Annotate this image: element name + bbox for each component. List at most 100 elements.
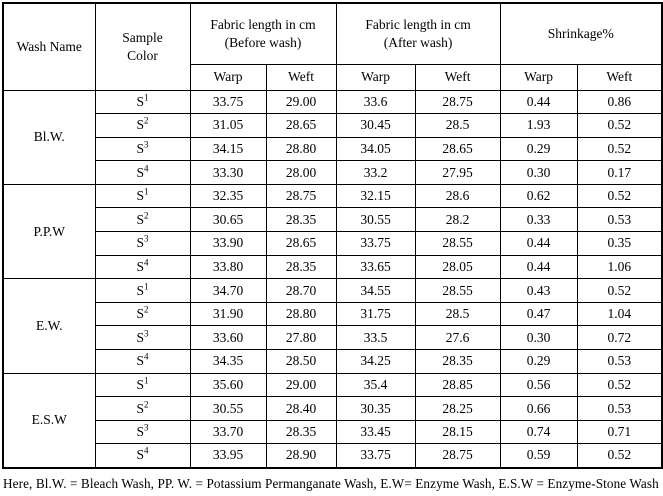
before-warp-cell: 33.75 — [189, 89, 267, 115]
table-row: S2 30.65 28.35 30.55 28.2 0.33 0.53 — [3, 207, 663, 233]
before-weft-cell: 28.35 — [265, 207, 337, 233]
after-warp-cell: 33.75 — [335, 443, 416, 468]
wash-name-cell: P.P.W — [2, 183, 96, 280]
sample-superscript: 2 — [144, 115, 149, 126]
after-warp-cell: 30.45 — [335, 113, 416, 138]
after-warp-cell: 34.25 — [335, 349, 416, 374]
fabric-shrinkage-table: Wash Name Sample Color Fabric length in … — [2, 2, 663, 469]
sample-prefix: S — [136, 117, 144, 133]
before-weft-cell: 28.65 — [265, 113, 337, 138]
before-warp-cell: 31.90 — [189, 301, 267, 327]
shrink-weft-cell: 0.53 — [576, 349, 663, 374]
table-row: S2 31.90 28.80 31.75 28.5 0.47 1.04 — [3, 301, 663, 327]
shrink-weft-cell: 0.52 — [576, 372, 663, 398]
before-warp-cell: 32.35 — [189, 183, 267, 209]
before-warp-cell: 33.60 — [189, 325, 267, 351]
sample-superscript: 4 — [144, 257, 149, 268]
shrink-weft-cell: 0.86 — [576, 89, 663, 115]
shrink-warp-cell: 0.44 — [499, 89, 578, 115]
before-warp-cell: 35.60 — [189, 372, 267, 398]
table-row: S4 33.80 28.35 33.65 28.05 0.44 1.06 — [3, 254, 663, 280]
header-after-weft: Weft — [414, 63, 501, 91]
wash-name-cell: E.W. — [2, 278, 96, 374]
sample-superscript: 1 — [144, 186, 149, 197]
before-weft-cell: 29.00 — [265, 372, 337, 398]
table-row: S3 33.70 28.35 33.45 28.15 0.74 0.71 — [3, 419, 663, 445]
shrink-warp-cell: 0.29 — [499, 349, 578, 374]
shrink-weft-cell: 0.17 — [576, 160, 663, 185]
before-weft-cell: 28.35 — [265, 254, 337, 280]
table-header: Wash Name Sample Color Fabric length in … — [2, 2, 663, 91]
sample-prefix: S — [136, 140, 144, 156]
after-weft-cell: 28.2 — [414, 207, 501, 233]
sample-superscript: 3 — [144, 233, 149, 244]
shrink-warp-cell: 0.62 — [499, 183, 578, 209]
sample-superscript: 3 — [144, 139, 149, 150]
table-row: Bl.W. S1 33.75 29.00 33.6 28.75 0.44 0.8… — [2, 89, 663, 185]
sample-cell: S1 — [94, 372, 191, 398]
shrink-weft-cell: 0.53 — [576, 396, 663, 421]
shrink-weft-cell: 0.52 — [576, 136, 663, 162]
abbreviation-note: Here, Bl.W. = Bleach Wash, PP. W. = Pota… — [3, 475, 659, 491]
table-row: S4 33.30 28.00 33.2 27.95 0.30 0.17 — [3, 160, 663, 185]
sample-prefix: S — [136, 258, 144, 274]
shrink-weft-cell: 0.35 — [576, 231, 663, 256]
sample-prefix: S — [136, 282, 144, 298]
sample-cell: S3 — [94, 325, 191, 351]
sample-cell: S1 — [94, 89, 191, 115]
sample-superscript: 4 — [144, 163, 149, 174]
table-row: E.W. S1 34.70 28.70 34.55 28.55 0.43 0.5… — [2, 278, 663, 374]
before-warp-cell: 30.55 — [189, 396, 267, 421]
header-row-sub: Warp Weft Warp Weft Warp Weft — [3, 63, 663, 91]
shrink-warp-cell: 0.66 — [499, 396, 578, 421]
shrink-warp-cell: 0.30 — [499, 160, 578, 185]
after-warp-cell: 32.15 — [335, 183, 416, 209]
before-warp-cell: 31.05 — [189, 113, 267, 138]
header-before-wash: Fabric length in cm (Before wash) — [189, 2, 337, 65]
header-shrink-weft: Weft — [576, 63, 663, 91]
shrink-weft-cell: 0.71 — [576, 419, 663, 445]
shrink-weft-cell: 0.52 — [576, 278, 663, 303]
sample-cell: S4 — [94, 349, 191, 374]
after-weft-cell: 28.75 — [414, 89, 501, 115]
sample-prefix: S — [136, 424, 144, 440]
shrink-warp-cell: 0.74 — [499, 419, 578, 445]
table-row: S3 33.90 28.65 33.75 28.55 0.44 0.35 — [3, 231, 663, 256]
sample-superscript: 1 — [144, 92, 149, 103]
table-row: S4 34.35 28.50 34.25 28.35 0.29 0.53 — [3, 349, 663, 374]
after-weft-cell: 28.65 — [414, 136, 501, 162]
wash-name-cell: E.S.W — [2, 372, 96, 469]
shrink-weft-cell: 0.52 — [576, 113, 663, 138]
shrink-weft-cell: 0.72 — [576, 325, 663, 351]
shrink-weft-cell: 1.04 — [576, 301, 663, 327]
sample-prefix: S — [136, 306, 144, 322]
sample-superscript: 2 — [144, 210, 149, 221]
header-before-weft: Weft — [265, 63, 337, 91]
header-row-main: Wash Name Sample Color Fabric length in … — [2, 2, 663, 91]
sample-prefix: S — [136, 376, 144, 392]
before-weft-cell: 28.70 — [265, 278, 337, 303]
shrink-warp-cell: 0.33 — [499, 207, 578, 233]
sample-superscript: 4 — [144, 351, 149, 362]
after-weft-cell: 28.85 — [414, 372, 501, 398]
sample-prefix: S — [136, 400, 144, 416]
wash-group-ew: E.W. S1 34.70 28.70 34.55 28.55 0.43 0.5… — [2, 278, 663, 374]
before-warp-cell: 33.80 — [189, 254, 267, 280]
after-weft-cell: 28.35 — [414, 349, 501, 374]
shrink-warp-cell: 0.30 — [499, 325, 578, 351]
after-warp-cell: 34.05 — [335, 136, 416, 162]
wash-group-esw: E.S.W S1 35.60 29.00 35.4 28.85 0.56 0.5… — [2, 372, 663, 469]
sample-superscript: 1 — [144, 281, 149, 292]
sample-prefix: S — [136, 164, 144, 180]
after-warp-cell: 30.55 — [335, 207, 416, 233]
before-weft-cell: 29.00 — [265, 89, 337, 115]
shrink-weft-cell: 1.06 — [576, 254, 663, 280]
after-weft-cell: 28.55 — [414, 278, 501, 303]
before-weft-cell: 28.80 — [265, 301, 337, 327]
sample-superscript: 3 — [144, 422, 149, 433]
after-warp-cell: 33.45 — [335, 419, 416, 445]
after-weft-cell: 27.6 — [414, 325, 501, 351]
sample-cell: S2 — [94, 301, 191, 327]
after-weft-cell: 28.75 — [414, 443, 501, 468]
